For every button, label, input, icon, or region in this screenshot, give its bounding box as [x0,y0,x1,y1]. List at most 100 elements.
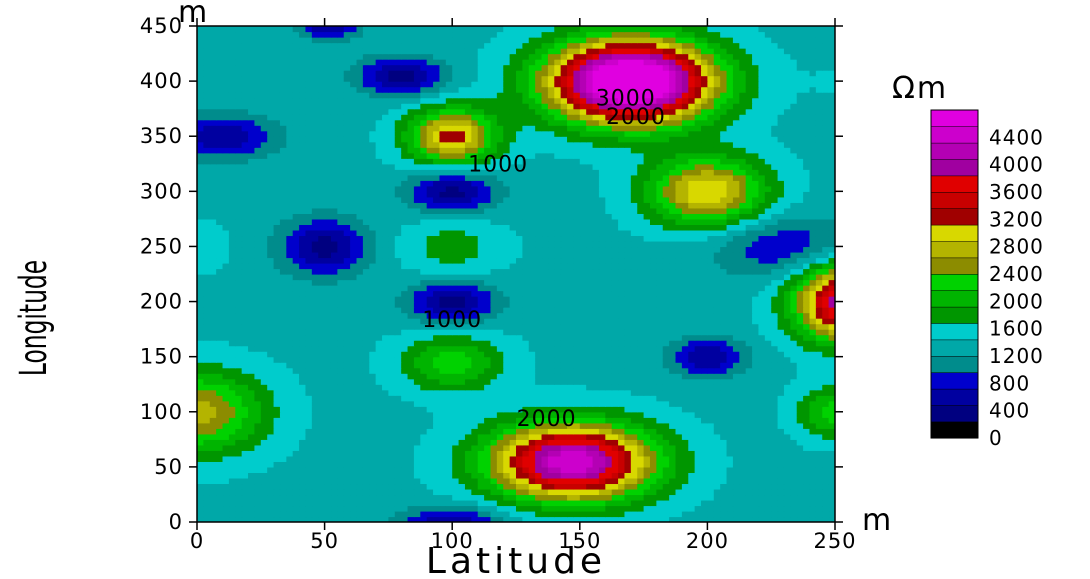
contour-cell [656,384,664,391]
contour-cell [669,340,677,347]
contour-cell [745,433,753,440]
contour-cell [567,312,575,319]
contour-cell [643,488,651,496]
contour-cell [464,345,472,352]
contour-cell [630,417,638,424]
contour-cell [337,246,345,253]
contour-cell [445,345,453,352]
contour-cell [407,417,415,424]
contour-cell [713,417,721,424]
contour-cell [324,422,332,429]
contour-cell [669,367,677,374]
contour-cell [471,262,479,270]
contour-cell [560,516,568,522]
contour-cell [713,494,721,501]
contour-cell [637,422,645,429]
contour-cell [681,428,689,435]
contour-cell [764,406,772,413]
contour-cell [337,257,345,264]
contour-cell [235,494,243,501]
contour-cell [688,494,696,501]
contour-cell [279,439,287,446]
contour-cell [535,477,543,485]
contour-cell [337,494,345,501]
contour-cell [560,384,568,391]
contour-cell [337,411,345,418]
contour-cell [197,251,204,259]
contour-cell [254,318,262,325]
contour-cell [618,290,626,297]
contour-cell [273,251,281,259]
contour-cell [669,411,677,418]
contour-cell [790,251,798,259]
contour-cell [228,373,236,380]
contour-cell [611,395,619,402]
contour-cell [324,318,332,325]
contour-cell [401,290,409,297]
contour-cell [216,285,224,292]
contour-cell [439,455,447,462]
contour-cell [337,351,345,358]
contour-cell [471,345,479,352]
contour-cell [554,329,562,336]
contour-cell [484,516,492,522]
contour-cell [732,334,740,341]
contour-cell [732,285,740,292]
contour-cell [260,290,268,297]
contour-cell [216,345,224,352]
contour-cell [796,274,804,281]
contour-cell [503,345,511,352]
contour-cell [241,505,249,512]
contour-cell [248,334,256,341]
contour-cell [758,516,766,522]
contour-cell [554,301,562,308]
contour-cell [343,395,351,402]
contour-cell [618,373,626,380]
contour-cell [669,251,677,259]
contour-cell [688,510,696,518]
contour-cell [579,345,587,352]
contour-cell [828,345,835,352]
contour-cell [311,505,319,512]
contour-cell [624,439,632,446]
contour-cell [573,477,581,485]
contour-cell [643,389,651,396]
contour-cell [796,444,804,451]
contour-cell [318,483,326,490]
contour-cell [516,329,523,336]
contour-cell [452,257,460,264]
contour-cell [630,406,638,413]
contour-cell [254,411,262,418]
contour-cell [433,251,441,259]
contour-cell [241,290,249,297]
contour-cell [311,510,319,518]
contour-cell [458,323,466,330]
contour-cell [752,395,760,402]
contour-cell [209,477,217,485]
contour-cell [809,411,817,418]
contour-cell [267,439,275,446]
contour-cell [809,488,817,496]
contour-cell [637,483,645,490]
contour-cell [228,389,236,396]
contour-cell [330,362,338,369]
contour-cell [732,362,740,369]
contour-cell [369,499,377,507]
contour-cell [649,433,657,440]
contour-cell [369,373,377,380]
contour-cell [375,395,383,402]
contour-cell [541,455,549,462]
contour-cell [273,428,281,435]
contour-cell [241,450,249,457]
contour-cell [643,411,651,418]
contour-cell [228,257,236,264]
contour-cell [362,488,370,496]
contour-cell [694,384,702,391]
contour-cell [458,384,466,391]
contour-cell [528,356,536,363]
contour-cell [598,417,606,424]
contour-cell [439,428,447,435]
contour-cell [369,400,377,407]
contour-cell [458,406,466,413]
contour-cell [637,301,645,308]
